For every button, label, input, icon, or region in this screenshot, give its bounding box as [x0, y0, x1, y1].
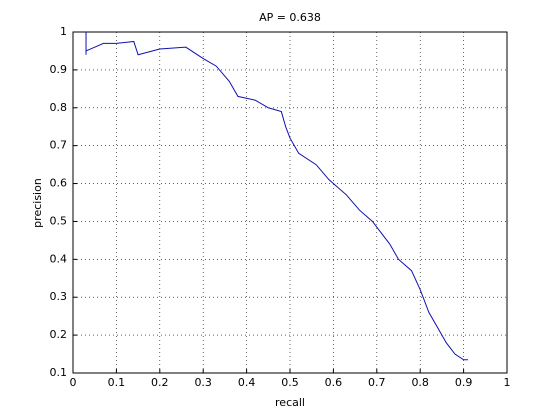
x-tick-label: 0.6 — [325, 376, 343, 389]
x-tick-label: 0.9 — [455, 376, 473, 389]
y-tick-label: 0.5 — [50, 214, 68, 227]
x-tick-label: 0.1 — [108, 376, 126, 389]
x-tick-label: 1 — [504, 376, 511, 389]
y-tick-label: 0.4 — [50, 252, 68, 265]
x-tick-label: 0.3 — [194, 376, 212, 389]
chart-title: AP = 0.638 — [259, 11, 321, 24]
y-tick-label: 0.6 — [50, 177, 68, 190]
y-axis-label: precision — [31, 178, 44, 228]
y-tick-label: 0.2 — [50, 328, 68, 341]
data-line — [85, 32, 468, 361]
x-tick-label: 0.7 — [368, 376, 386, 389]
x-tick-label: 0.4 — [238, 376, 256, 389]
y-tick-label: 0.8 — [50, 101, 68, 114]
y-tick-label: 0.1 — [50, 366, 68, 379]
y-tick-label: 0.9 — [50, 63, 68, 76]
x-tick-label: 0.2 — [151, 376, 169, 389]
y-tick-label: 0.7 — [50, 139, 68, 152]
axes-box — [72, 31, 508, 374]
y-tick-label: 0.3 — [50, 290, 68, 303]
x-tick-label: 0.8 — [411, 376, 429, 389]
y-tick-label: 1 — [60, 25, 67, 38]
x-tick-label: 0 — [70, 376, 77, 389]
x-tick-label: 0.5 — [281, 376, 299, 389]
x-axis-label: recall — [275, 396, 305, 409]
